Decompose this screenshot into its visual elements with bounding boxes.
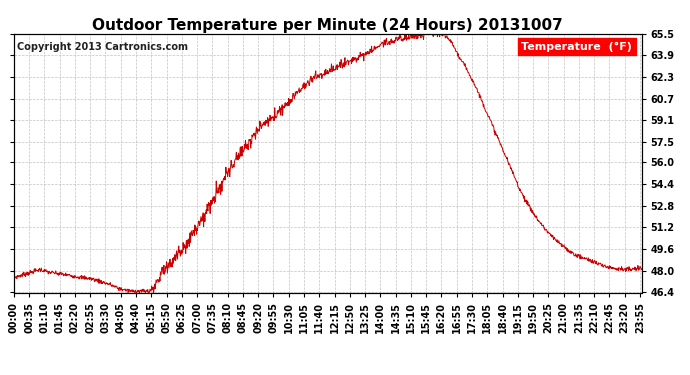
- Text: Temperature  (°F): Temperature (°F): [522, 42, 632, 52]
- Text: Copyright 2013 Cartronics.com: Copyright 2013 Cartronics.com: [17, 42, 188, 51]
- Title: Outdoor Temperature per Minute (24 Hours) 20131007: Outdoor Temperature per Minute (24 Hours…: [92, 18, 563, 33]
